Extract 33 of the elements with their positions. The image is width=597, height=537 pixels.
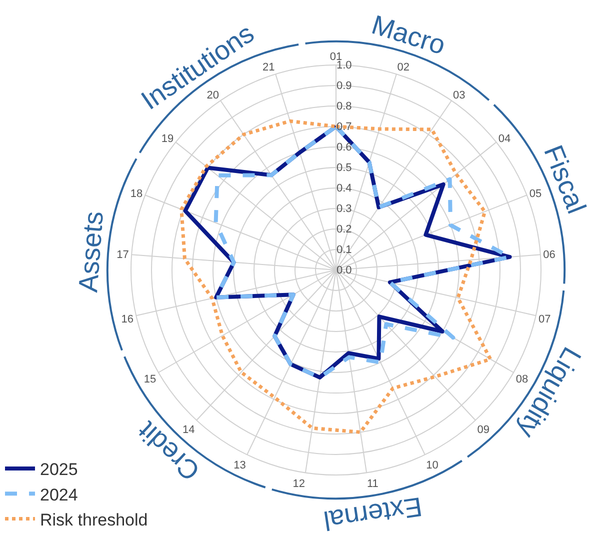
y-tick-label: 0.8 [336,100,352,113]
spoke-label: 12 [292,478,306,490]
spoke-label: 07 [538,313,551,326]
y-tick-label: 0.9 [336,80,352,92]
y-tick-label: 0.0 [336,264,352,277]
spoke-label: 18 [130,188,143,200]
text: External [322,491,424,536]
legend-label: 2025 [40,460,78,480]
spoke-label: 05 [529,188,542,200]
legend-label: Risk threshold [40,510,148,530]
y-tick-label: 0.5 [336,162,352,174]
spoke-label: 11 [366,478,378,490]
spoke-label: 10 [426,460,438,472]
y-tick-label: 0.3 [336,203,352,216]
spoke-label: 06 [543,249,556,262]
y-tick-label: 0.2 [336,224,352,236]
spoke-label: 19 [161,133,174,146]
spoke-label: 21 [262,62,275,74]
spoke-label: 16 [121,313,134,326]
legend-label: 2024 [40,485,78,504]
spoke-label: 03 [453,90,466,102]
y-tick-label: 0.6 [336,142,352,154]
spoke-label: 13 [234,460,246,472]
spoke-label: 04 [498,133,511,146]
text: Macro [368,10,449,60]
spoke-label: 02 [397,62,410,74]
y-tick-label: 0.1 [336,244,352,256]
y-tick-label: 0.4 [336,182,352,195]
spoke-label: 15 [144,374,156,386]
spoke-label: 09 [477,424,490,436]
text: Assets [73,210,110,294]
spoke-label: 17 [116,249,129,262]
y-tick-label: 1.0 [336,60,352,72]
